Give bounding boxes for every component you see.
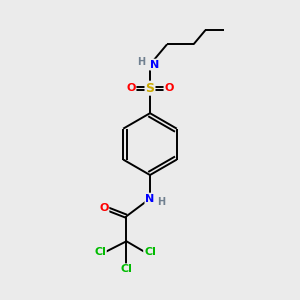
Text: S: S <box>146 82 154 95</box>
Text: N: N <box>146 194 154 204</box>
Text: O: O <box>164 83 174 93</box>
Text: H: H <box>137 57 145 67</box>
Text: O: O <box>99 203 109 213</box>
Text: H: H <box>157 197 165 207</box>
Text: Cl: Cl <box>144 248 156 257</box>
Text: Cl: Cl <box>94 248 106 257</box>
Text: O: O <box>126 83 136 93</box>
Text: Cl: Cl <box>121 264 132 274</box>
Text: N: N <box>150 60 159 70</box>
